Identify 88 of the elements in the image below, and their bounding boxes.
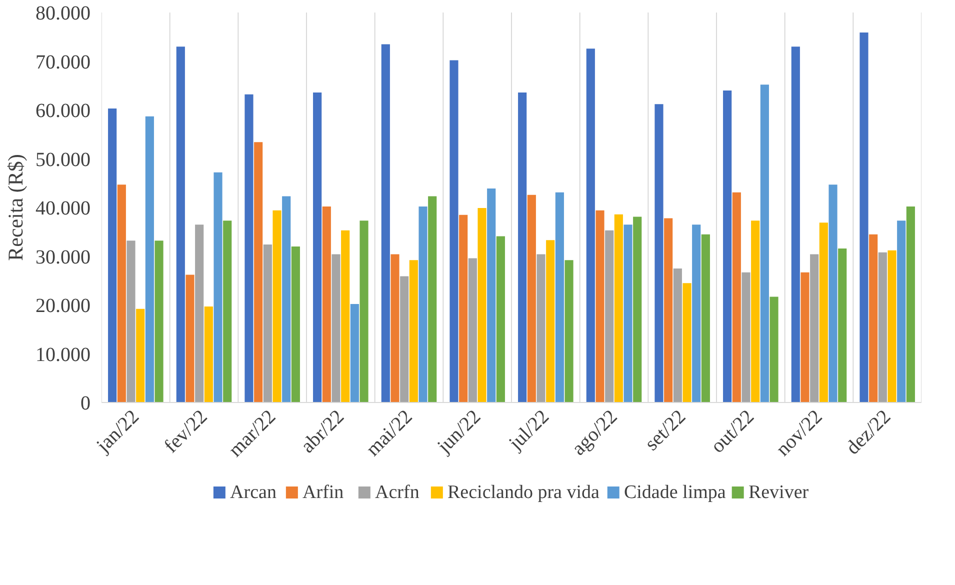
bar <box>546 240 555 402</box>
bar <box>322 206 331 402</box>
bar <box>254 142 263 402</box>
bar <box>126 240 136 402</box>
bar <box>496 236 505 402</box>
bar <box>664 218 673 402</box>
bar <box>682 283 692 402</box>
bar <box>723 90 732 402</box>
bar <box>838 248 847 402</box>
y-tick-label: 70.000 <box>36 51 90 74</box>
bar <box>186 274 194 402</box>
bar <box>459 214 468 402</box>
bar <box>282 196 291 402</box>
y-tick-label: 10.000 <box>36 344 90 366</box>
y-tick-label: 30.000 <box>36 246 90 268</box>
bar <box>536 254 546 402</box>
bar <box>751 220 760 402</box>
bar <box>732 192 741 402</box>
bar <box>223 220 232 402</box>
y-axis-title: Receita (R$) <box>4 154 28 261</box>
y-tick-label: 20.000 <box>36 295 90 317</box>
bar <box>263 244 272 402</box>
bar <box>450 60 458 402</box>
bar <box>244 94 254 402</box>
bar <box>154 240 164 402</box>
bar <box>117 184 126 402</box>
bar <box>654 104 664 402</box>
bar <box>624 224 632 402</box>
legend-label: Acrfn <box>375 482 420 503</box>
bar <box>633 216 642 402</box>
bar <box>819 222 828 402</box>
bar <box>360 220 368 402</box>
bar <box>400 276 409 402</box>
bar <box>145 116 154 402</box>
legend-label: Arcan <box>230 482 277 503</box>
bar <box>518 92 527 402</box>
bar <box>409 260 418 402</box>
legend-label: Reciclando pra vida <box>448 482 600 503</box>
bar <box>897 220 906 402</box>
bar <box>390 254 400 402</box>
legend-label: Arfin <box>302 482 344 503</box>
y-tick-label: 40.000 <box>36 198 90 220</box>
bar <box>555 192 564 402</box>
bar <box>214 172 222 402</box>
y-tick-label: 50.000 <box>36 148 90 171</box>
bar <box>770 296 778 402</box>
bar <box>350 304 359 402</box>
bar <box>428 196 437 402</box>
bar <box>692 224 701 402</box>
bar <box>906 206 915 402</box>
bar <box>596 210 604 402</box>
bar <box>478 208 486 402</box>
bar <box>272 210 282 402</box>
bar <box>586 48 595 402</box>
y-tick-label: 80.000 <box>36 2 90 24</box>
y-tick-label: 0 <box>80 392 90 414</box>
bar <box>195 224 204 402</box>
bar <box>869 234 878 402</box>
bar <box>605 230 614 402</box>
bar <box>204 306 213 402</box>
bar <box>527 194 536 402</box>
legend-label: Cidade limpa <box>624 482 726 503</box>
y-tick-label: 60.000 <box>36 100 90 122</box>
bar <box>313 92 322 402</box>
bar <box>341 230 350 402</box>
bar <box>136 308 145 402</box>
bar <box>878 252 887 402</box>
bar <box>176 46 185 402</box>
bar <box>673 268 682 402</box>
bar <box>828 184 838 402</box>
bar <box>487 188 496 402</box>
bar <box>701 234 710 402</box>
bar <box>760 84 769 402</box>
bar <box>614 214 623 402</box>
bar <box>860 32 868 402</box>
bar <box>381 44 390 402</box>
bar <box>291 246 300 402</box>
bar <box>108 108 117 402</box>
bar <box>418 206 428 402</box>
bar <box>742 272 750 402</box>
bar <box>888 250 896 402</box>
legend-label: Reviver <box>748 482 810 503</box>
bar <box>791 46 800 402</box>
bar <box>564 260 574 402</box>
bar <box>800 272 810 402</box>
bar <box>332 254 340 402</box>
bar <box>810 254 819 402</box>
bar <box>468 258 477 402</box>
